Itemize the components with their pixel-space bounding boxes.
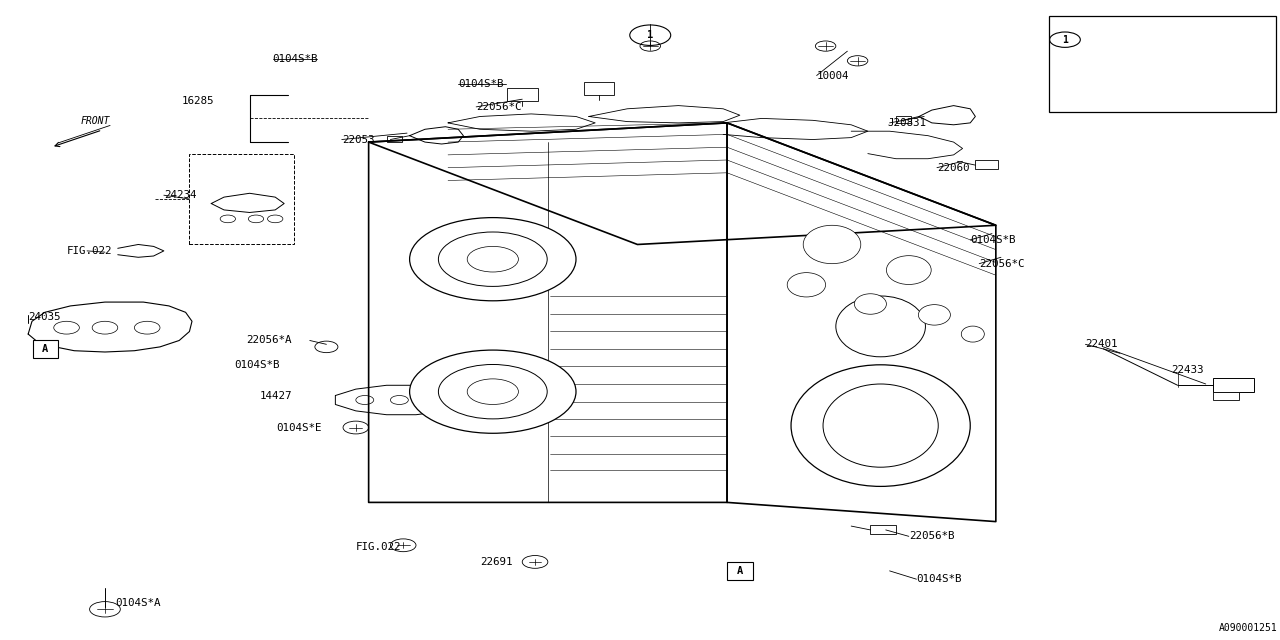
Ellipse shape (855, 294, 887, 314)
Ellipse shape (787, 273, 826, 297)
Text: 0104S*B: 0104S*B (970, 235, 1016, 245)
Bar (896, 116, 911, 123)
Bar (507, 88, 538, 101)
Text: 0104S*A: 0104S*A (115, 598, 161, 608)
Text: FIG.022: FIG.022 (67, 246, 113, 256)
Ellipse shape (886, 256, 932, 285)
Text: 0104S*B: 0104S*B (458, 79, 504, 90)
Text: 22401: 22401 (1085, 339, 1117, 349)
Text: 1: 1 (1062, 35, 1068, 45)
Bar (1050, 16, 1276, 112)
Bar (387, 136, 402, 142)
Bar (870, 525, 896, 534)
Text: 24234: 24234 (164, 190, 196, 200)
Text: 22056*C: 22056*C (979, 259, 1025, 269)
Text: 0104S*B: 0104S*B (234, 360, 280, 370)
Ellipse shape (791, 365, 970, 486)
Text: 1: 1 (648, 30, 653, 40)
Text: A: A (42, 344, 49, 354)
Ellipse shape (438, 232, 548, 287)
Text: 0104S*B: 0104S*B (273, 54, 319, 64)
Bar (975, 160, 998, 169)
Text: 22060: 22060 (937, 163, 969, 173)
Text: 22056*C: 22056*C (476, 102, 522, 112)
Text: J20831: J20831 (887, 118, 925, 128)
Ellipse shape (823, 384, 938, 467)
Text: 22433: 22433 (1171, 365, 1203, 375)
Bar (1213, 392, 1239, 400)
Text: A090001251: A090001251 (1219, 623, 1277, 634)
Ellipse shape (438, 365, 548, 419)
Text: 0104S*E: 0104S*E (276, 422, 323, 433)
Ellipse shape (919, 305, 951, 325)
Ellipse shape (467, 379, 518, 404)
Text: 16285: 16285 (182, 96, 214, 106)
Text: 22056*B: 22056*B (909, 531, 955, 541)
Text: A60865 ('12MY- ): A60865 ('12MY- ) (1085, 83, 1185, 93)
Bar (189, 154, 294, 244)
Ellipse shape (836, 296, 925, 357)
Text: 14427: 14427 (260, 390, 292, 401)
Text: 0104S*B: 0104S*B (916, 574, 963, 584)
Text: A: A (737, 566, 742, 576)
Text: 10004: 10004 (817, 70, 849, 81)
Text: 22053: 22053 (342, 134, 374, 145)
Bar (727, 562, 753, 580)
Bar (584, 82, 614, 95)
Ellipse shape (467, 246, 518, 272)
Ellipse shape (410, 350, 576, 433)
Text: 22056*A: 22056*A (246, 335, 292, 346)
Text: 24035: 24035 (28, 312, 60, 322)
Text: FRONT: FRONT (81, 116, 110, 126)
Bar (1213, 378, 1254, 392)
Text: 0104S*D ( -'11MY): 0104S*D ( -'11MY) (1085, 35, 1192, 45)
Ellipse shape (961, 326, 984, 342)
Text: FIG.022: FIG.022 (356, 542, 402, 552)
Ellipse shape (410, 218, 576, 301)
Text: 22691: 22691 (480, 557, 512, 567)
Bar (32, 340, 59, 358)
Ellipse shape (804, 225, 861, 264)
